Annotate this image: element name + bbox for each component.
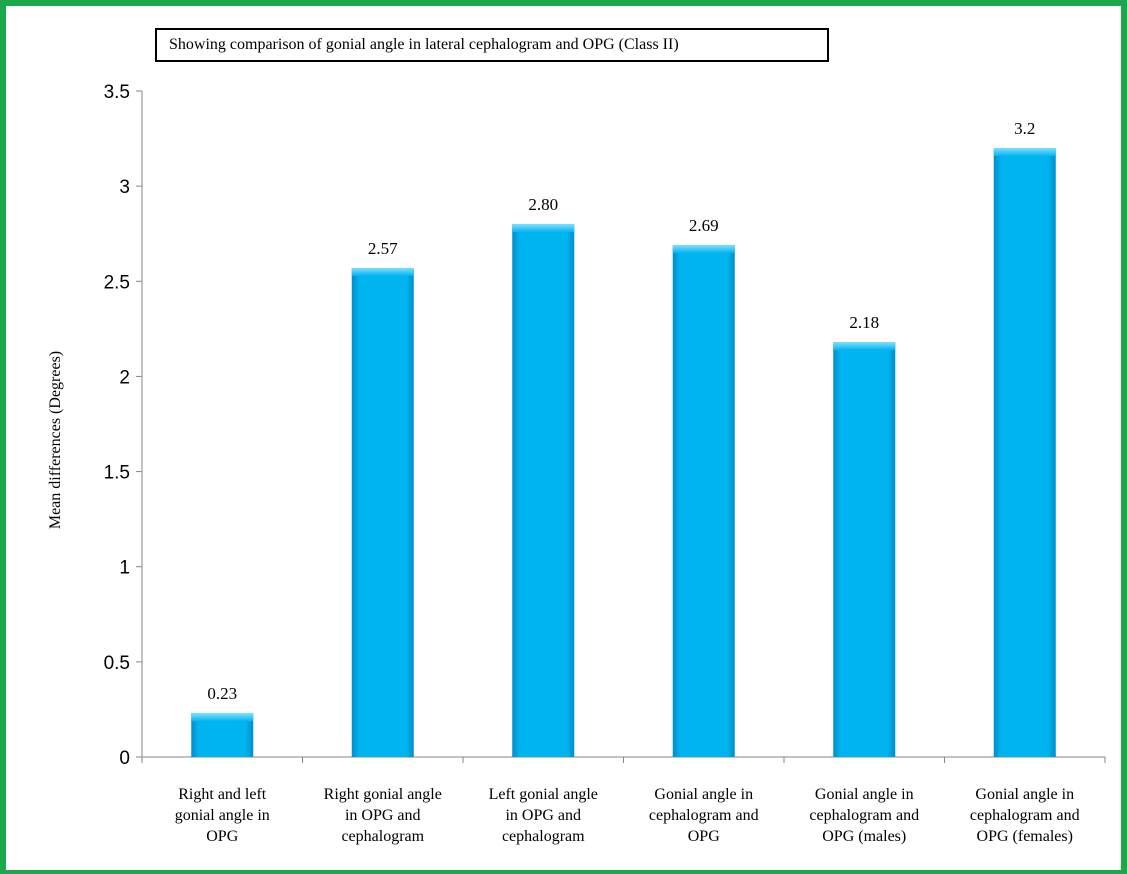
category-label-line: Right gonial angle (324, 786, 442, 803)
category-label: Left gonial angle in OPG and cephalogram (489, 786, 598, 845)
category-label-line: Gonial angle in (975, 786, 1074, 803)
bar-cap (672, 245, 735, 254)
bar-cap (191, 713, 254, 722)
bar (351, 267, 414, 757)
category-label-line: gonial angle in (175, 807, 270, 824)
bar-group (191, 713, 254, 757)
chart-title: Showing comparison of gonial angle in la… (155, 28, 829, 62)
category-label-line: OPG (688, 828, 720, 845)
bars (191, 148, 1056, 758)
data-label: 2.80 (528, 195, 558, 214)
category-label-line: cephalogram and (809, 807, 919, 824)
category-label: Right and left gonial angle in OPG (175, 786, 270, 845)
bar (512, 224, 575, 757)
category-label-line: in OPG and (505, 807, 581, 824)
y-tick-label: 3 (119, 177, 130, 198)
category-label-line: OPG (females) (977, 828, 1073, 845)
y-tick-label: 1 (119, 558, 130, 579)
bar-group (351, 267, 414, 757)
bar-group (512, 224, 575, 757)
category-label-line: cephalogram (341, 828, 424, 845)
y-tick-label: 2.5 (104, 272, 130, 293)
data-label: 2.57 (368, 239, 398, 258)
category-label-line: in OPG and (345, 807, 421, 824)
bar (833, 342, 896, 757)
bar-group (833, 342, 896, 757)
bar-cap (833, 342, 896, 351)
data-label: 0.23 (207, 684, 237, 703)
y-tick-label: 0.5 (104, 653, 130, 674)
data-label: 2.18 (849, 313, 879, 332)
axes: 0 0.5 1 1.5 2 2.5 3 3.5 (104, 82, 1106, 769)
category-label-line: Gonial angle in (815, 786, 914, 803)
category-label-line: cephalogram (502, 828, 585, 845)
category-label-line: Left gonial angle (489, 786, 598, 803)
y-tick-label: 1.5 (104, 463, 130, 484)
category-label-line: cephalogram and (970, 807, 1080, 824)
category-label: Gonial angle in cephalogram and OPG (males… (809, 786, 919, 845)
category-label-line: Right and left (178, 786, 267, 803)
category-label-line: OPG (206, 828, 238, 845)
category-label: Gonial angle in cephalogram and OPG (649, 786, 759, 845)
bar-group (993, 148, 1056, 758)
category-label-line: cephalogram and (649, 807, 759, 824)
category-label: Gonial angle in cephalogram and OPG (femal… (970, 786, 1080, 845)
labels: 0.23 Right and left gonial angle in OPG 2.57… (175, 119, 1080, 845)
category-label-line: Gonial angle in (654, 786, 753, 803)
bar-group (672, 245, 735, 758)
data-label: 3.2 (1014, 119, 1035, 138)
category-label: Right gonial angle in OPG and cephalogram (324, 786, 442, 845)
y-tick-label: 0 (119, 748, 130, 769)
y-tick-label: 2 (119, 367, 130, 388)
bar (672, 245, 735, 758)
data-label: 2.69 (689, 216, 719, 235)
category-label-line: OPG (males) (822, 828, 906, 845)
bar-cap (512, 224, 575, 233)
bar (993, 148, 1056, 758)
bar-cap (351, 267, 414, 276)
bar-cap (993, 148, 1056, 157)
y-tick-label: 3.5 (104, 82, 130, 103)
